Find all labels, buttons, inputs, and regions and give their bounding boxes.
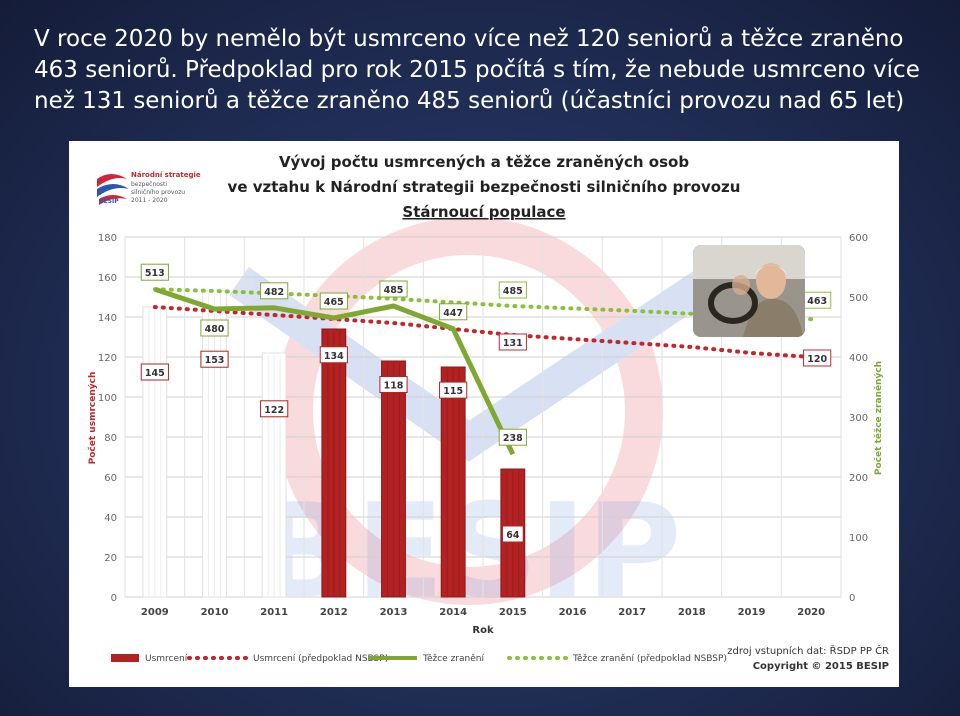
x-tick-label: 2010 — [201, 607, 229, 618]
left-tick-label: 40 — [104, 513, 117, 524]
x-tick-label: 2013 — [380, 607, 408, 618]
injury-label: 238 — [503, 433, 523, 444]
x-tick-label: 2018 — [678, 607, 706, 618]
bar-label-box — [501, 525, 524, 543]
injury-label: 480 — [205, 324, 225, 335]
series-line-tezce-zraneni — [154, 286, 516, 456]
left-tick-label: 160 — [98, 273, 117, 284]
bar-label-box — [140, 363, 169, 381]
bar-label: 134 — [324, 351, 344, 362]
bar-label: 153 — [205, 355, 225, 366]
data-labels: 145 153 122 134 118 115 64 513 480 482 465 485 447 23… — [140, 263, 832, 543]
x-axis-ticks: 2009 2010 2011 2012 2013 2014 2015 2016 2017 2018… — [141, 607, 825, 618]
logo-line2: bezpečnosti — [131, 181, 167, 188]
injury-label-box — [439, 303, 468, 321]
y-axis-label-right: Počet těžce zraněných — [873, 361, 884, 475]
left-tick-label: 140 — [98, 313, 117, 324]
bar-label-box — [379, 376, 408, 394]
x-tick-label: 2014 — [439, 607, 467, 618]
fatal-plan-label: 120 — [807, 354, 827, 365]
x-tick-label: 2016 — [559, 607, 587, 618]
injury-label-box — [498, 428, 527, 446]
right-tick-label: 100 — [849, 533, 868, 544]
slide-caption: V roce 2020 by nemělo být usmrceno více … — [34, 26, 920, 114]
right-tick-label: 300 — [849, 413, 868, 424]
chart-title-line2: ve vztahu k Národní strategii bezpečnost… — [228, 178, 741, 196]
bar-label: 115 — [443, 386, 463, 397]
series-lines — [152, 286, 814, 456]
logo-line1: Národní strategie — [131, 171, 201, 179]
fatal-plan-label-box — [498, 333, 527, 351]
left-tick-label: 0 — [111, 593, 117, 604]
right-tick-label: 200 — [849, 473, 868, 484]
left-tick-label: 120 — [98, 353, 117, 364]
right-tick-label: 400 — [849, 353, 868, 364]
left-axis-ticks: 0 20 40 60 80 100 120 140 160 180 — [98, 233, 117, 604]
bar-label: 145 — [145, 368, 165, 379]
right-tick-label: 600 — [849, 233, 868, 244]
bar-label-box — [260, 400, 289, 418]
x-tick-label: 2011 — [260, 607, 288, 618]
injury-label-box — [260, 282, 289, 300]
left-tick-label: 100 — [98, 393, 117, 404]
left-tick-label: 180 — [98, 233, 117, 244]
left-tick-label: 20 — [104, 553, 117, 564]
injury-label-box — [140, 263, 169, 281]
x-tick-label: 2015 — [499, 607, 527, 618]
fatal-plan-label: 131 — [503, 338, 523, 349]
logo-brand: BESIP — [99, 198, 119, 205]
bar-label-box — [319, 346, 348, 364]
x-axis-label: Rok — [472, 625, 494, 636]
legend: Usmrcení Usmrcení (předpoklad NSBSP) Těžce… — [111, 654, 727, 664]
injury-label: 465 — [324, 297, 344, 308]
bar-label: 64 — [506, 530, 520, 541]
footer-source: zdroj vstupních dat: ŘSDP PP ČR — [727, 644, 889, 657]
bar-label-box — [439, 381, 468, 399]
right-tick-label: 500 — [849, 293, 868, 304]
bar-label-box — [200, 350, 229, 368]
legend-label: Usmrcení — [145, 654, 188, 664]
footer-copyright: Copyright © 2015 BESIP — [753, 661, 889, 672]
injury-label: 482 — [264, 287, 284, 298]
injury-label: 447 — [443, 308, 463, 319]
watermark-emblem — [229, 217, 719, 605]
legend-label: Těžce zranění — [422, 654, 484, 664]
x-tick-label: 2020 — [797, 607, 825, 618]
bar-label: 122 — [264, 405, 284, 416]
injury-label: 485 — [384, 285, 404, 296]
injury-label-box — [319, 292, 348, 310]
right-axis-ticks: 0 100 200 300 400 500 600 — [849, 233, 868, 604]
injury-plan-label-box — [498, 281, 527, 299]
injury-plan-label: 485 — [503, 286, 523, 297]
driver-photo — [693, 245, 805, 337]
left-tick-label: 60 — [104, 473, 117, 484]
logo-line4: 2011 - 2020 — [131, 197, 168, 204]
injury-label: 513 — [145, 268, 165, 279]
x-tick-label: 2009 — [141, 607, 169, 618]
bar-label: 118 — [384, 381, 404, 392]
legend-label: Usmrcení (předpoklad NSBSP) — [253, 654, 388, 664]
right-tick-label: 0 — [849, 593, 855, 604]
injury-plan-label: 463 — [807, 296, 827, 307]
logo-line3: silničního provozu — [131, 189, 185, 196]
injury-label-box — [379, 280, 408, 298]
series-line-usmrceni-predpoklad — [152, 305, 814, 359]
fatal-plan-label-box — [803, 349, 832, 367]
watermark-text: BESIP — [256, 475, 681, 627]
legend-swatch — [111, 654, 139, 662]
chart-svg: BESIP Národní strategie bezpečnosti siln… — [87, 153, 889, 672]
chart-title-line3: Stárnoucí populace — [402, 203, 565, 221]
x-tick-label: 2017 — [618, 607, 646, 618]
legend-label: Těžce zranění (předpoklad NSBSP) — [572, 654, 727, 664]
nsbsp-logo: Národní strategie bezpečnosti silničního… — [97, 171, 201, 205]
y-axis-label-left: Počet usmrcených — [87, 372, 98, 465]
x-tick-label: 2012 — [320, 607, 348, 618]
series-line-tezce-zraneni-predpoklad — [152, 287, 814, 322]
chart-title-line1: Vývoj počtu usmrcených a těžce zraněných… — [279, 153, 689, 171]
injury-label-box — [200, 319, 229, 337]
x-tick-label: 2019 — [738, 607, 766, 618]
left-tick-label: 80 — [104, 433, 117, 444]
chart-panel: BESIP Národní strategie bezpečnosti siln… — [69, 141, 899, 687]
